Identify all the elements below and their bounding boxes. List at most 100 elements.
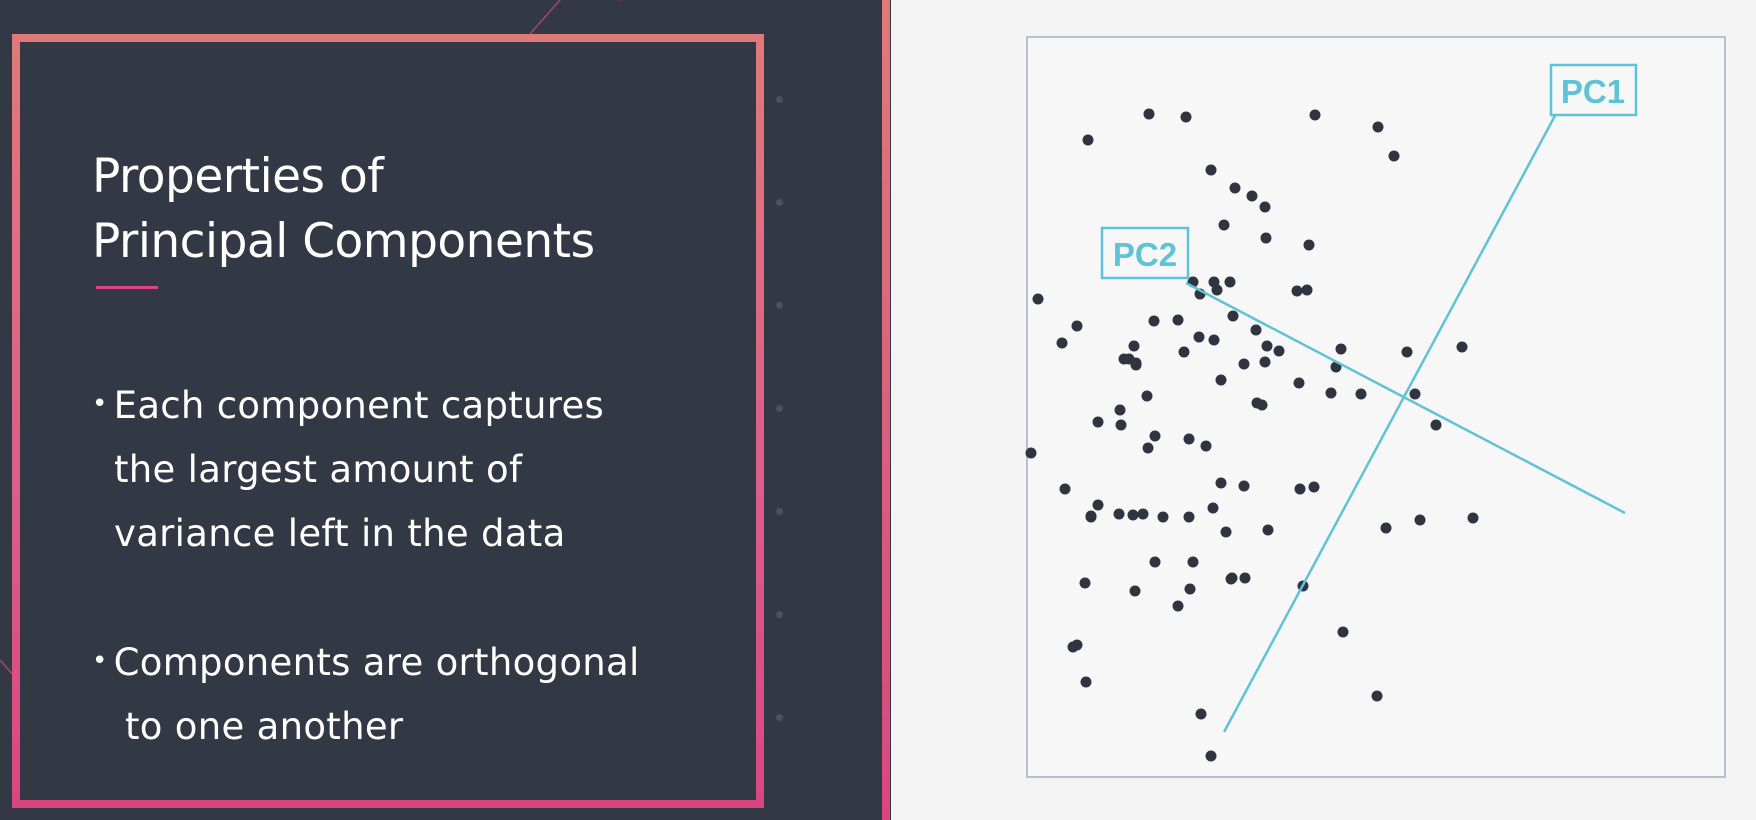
scatter-point (1456, 341, 1468, 353)
scatter-point (1309, 109, 1321, 121)
scatter-point (1032, 293, 1044, 305)
scatter-point (1301, 284, 1313, 296)
scatter-point (1261, 340, 1273, 352)
scatter-point (1371, 690, 1383, 702)
bullet-icon: • (92, 389, 108, 419)
scatter-point (1414, 514, 1426, 526)
scatter-point (1079, 577, 1091, 589)
scatter-point (1335, 343, 1347, 355)
scatter-point (1308, 481, 1320, 493)
scatter-point (1220, 526, 1232, 538)
scatter-point (1294, 483, 1306, 495)
bullet-1-line-2: the largest amount of (114, 448, 523, 491)
scatter-point (1059, 483, 1071, 495)
scatter-point (1337, 626, 1349, 638)
scatter-point (1123, 353, 1135, 365)
scatter-point (1205, 750, 1217, 762)
scatter-point (1193, 331, 1205, 343)
scatter-point (1256, 399, 1268, 411)
scatter-point (1239, 572, 1251, 584)
scatter-point (1071, 639, 1083, 651)
scatter-point (1227, 310, 1239, 322)
scatter-point (1149, 430, 1161, 442)
pc2-label-box (1100, 226, 1190, 280)
scatter-point (1246, 190, 1258, 202)
scatter-point (1056, 337, 1068, 349)
bullet-2-line-1: Components are orthogonal (113, 641, 640, 684)
bullet-1-line-1: Each component captures (113, 384, 605, 427)
title-underline (96, 286, 158, 289)
pc2-label: PC2 (1113, 236, 1177, 273)
scatter-point (1195, 708, 1207, 720)
scatter-point (1128, 340, 1140, 352)
scatter-point (1401, 346, 1413, 358)
scatter-point (1183, 433, 1195, 445)
bullet-1: • Each component captures the largest amo… (92, 372, 604, 566)
scatter-point (1215, 477, 1227, 489)
scatter-point (1355, 388, 1367, 400)
scatter-point (1187, 556, 1199, 568)
scatter-point (1142, 442, 1154, 454)
scatter-point (1388, 150, 1400, 162)
scatter-point (1025, 447, 1037, 459)
pc1-label: PC1 (1561, 73, 1625, 110)
scatter-point (1229, 182, 1241, 194)
scatter-point (1215, 374, 1227, 386)
pc1-label-box (1549, 63, 1638, 117)
scatter-point (1207, 502, 1219, 514)
scatter-point (1149, 556, 1161, 568)
scatter-point (1082, 134, 1094, 146)
pca-scatter-diagram: PC1 PC2 (1025, 36, 1726, 778)
scatter-point (1218, 219, 1230, 231)
scatter-point (1180, 111, 1192, 123)
decorative-lines (0, 0, 624, 677)
plot-frame (1026, 36, 1726, 778)
right-panel: PC1 PC2 (891, 0, 1756, 820)
scatter-point (1071, 320, 1083, 332)
scatter-point (1127, 509, 1139, 521)
scatter-point (1225, 573, 1237, 585)
scatter-point (1208, 334, 1220, 346)
scatter-point (1467, 512, 1479, 524)
scatter-point (1129, 585, 1141, 597)
scatter-point (1143, 108, 1155, 120)
scatter-point (1113, 508, 1125, 520)
scatter-point (1172, 600, 1184, 612)
scatter-point (1409, 388, 1421, 400)
scatter-point (1250, 324, 1262, 336)
scatter-point (1178, 346, 1190, 358)
scatter-point (1380, 522, 1392, 534)
slide-content: Properties of Principal Components • Each… (20, 42, 756, 800)
scatter-point (1291, 285, 1303, 297)
accent-divider (882, 0, 890, 820)
scatter-point (1430, 419, 1442, 431)
scatter-point (1092, 499, 1104, 511)
pc2-axis-line (1185, 281, 1626, 515)
scatter-point (1273, 345, 1285, 357)
scatter-point (1080, 676, 1092, 688)
scatter-point (1148, 315, 1160, 327)
scatter-point (1172, 314, 1184, 326)
scatter-point (1115, 419, 1127, 431)
scatter-point (1224, 276, 1236, 288)
left-panel: Properties of Principal Components • Each… (0, 0, 890, 820)
scatter-point (1372, 121, 1384, 133)
scatter-point (1325, 387, 1337, 399)
bullet-1-line-3: variance left in the data (114, 512, 566, 555)
scatter-point (1184, 583, 1196, 595)
decorative-dots (776, 0, 786, 820)
scatter-point (1183, 511, 1195, 523)
scatter-point (1200, 440, 1212, 452)
title-line-2: Principal Components (92, 214, 595, 269)
scatter-point (1205, 164, 1217, 176)
bullet-2: • Components are orthogonal to one anothe… (92, 629, 640, 759)
scatter-point (1114, 404, 1126, 416)
title-line-1: Properties of (92, 149, 384, 204)
scatter-point (1293, 377, 1305, 389)
slide-title: Properties of Principal Components (92, 144, 595, 274)
bullet-icon: • (92, 646, 108, 676)
scatter-point (1238, 358, 1250, 370)
scatter-points (1025, 108, 1479, 762)
scatter-point (1137, 508, 1149, 520)
scatter-point (1141, 390, 1153, 402)
